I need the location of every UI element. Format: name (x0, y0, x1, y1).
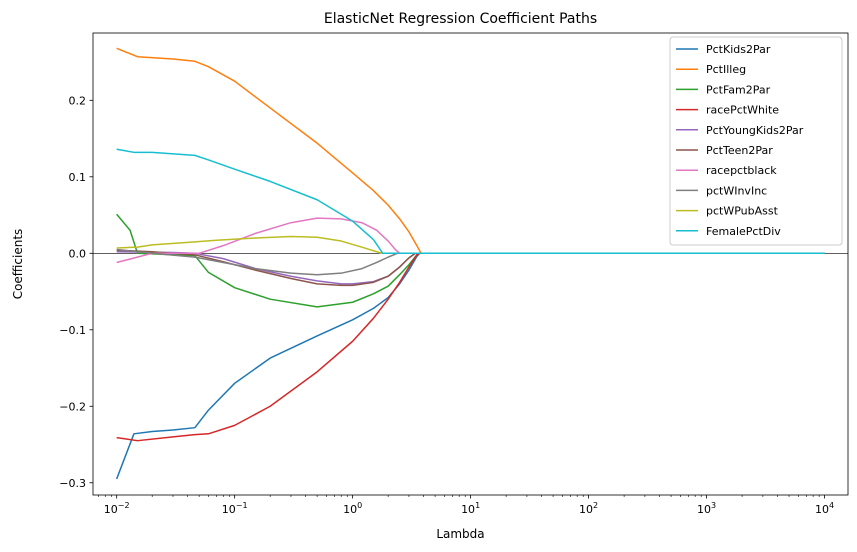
x-tick-label: 102 (579, 501, 598, 516)
chart-title: ElasticNet Regression Coefficient Paths (324, 11, 597, 27)
legend: PctKids2Par PctIlleg PctFam2Par racePctWhit… (669, 36, 843, 246)
legend-entry: pctWInvInc (706, 184, 767, 197)
legend-entry: PctIlleg (706, 63, 746, 76)
x-tick-label: 101 (461, 501, 480, 516)
x-tick-label: 10−2 (104, 501, 130, 516)
legend-entry: PctKids2Par (706, 43, 771, 56)
y-tick-label: 0.0 (69, 247, 87, 260)
series-line-0 (115, 252, 825, 480)
series-line-3 (116, 252, 825, 442)
series-line-7 (116, 248, 825, 276)
legend-entry: racePctWhite (706, 104, 779, 117)
y-axis: −0.3 −0.2 −0.1 0.0 0.1 0.2 (59, 94, 93, 490)
legend-entry: racepctblack (706, 164, 777, 177)
legend-entry: pctWPubAsst (706, 205, 779, 218)
series-line-5 (116, 249, 825, 287)
series-line-1 (116, 47, 825, 255)
y-tick-label: 0.1 (69, 171, 87, 184)
legend-entry: PctFam2Par (706, 83, 771, 96)
x-tick-label: 100 (343, 501, 362, 516)
x-axis: 10−2 10−1 100 101 102 103 104 (98, 495, 834, 516)
y-tick-label: −0.3 (59, 477, 86, 490)
x-tick-label: 104 (815, 501, 834, 516)
y-axis-label: Coefficients (11, 229, 25, 300)
y-tick-label: −0.2 (59, 400, 86, 413)
series-line-9 (116, 148, 825, 255)
plot-area (92, 32, 849, 496)
legend-entry: PctTeen2Par (706, 144, 773, 157)
series-line-8 (116, 235, 825, 255)
legend-entry: FemalePctDiv (706, 225, 781, 238)
y-tick-label: −0.1 (59, 324, 86, 337)
x-tick-label: 10−1 (222, 501, 248, 516)
legend-entry: PctYoungKids2Par (706, 124, 804, 137)
x-tick-label: 103 (697, 501, 716, 516)
y-tick-label: 0.2 (69, 94, 87, 107)
series-line-6 (116, 217, 825, 264)
x-axis-label: Lambda (436, 527, 484, 541)
legend-box (669, 36, 843, 246)
